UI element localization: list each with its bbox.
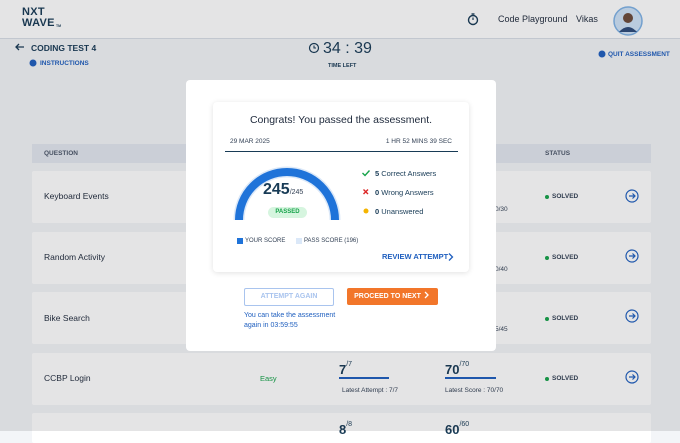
test-cases: 8/8: [339, 421, 352, 439]
test-title: CODING TEST 4: [31, 43, 97, 53]
test-total: /8: [346, 421, 353, 428]
logo-mark: TM: [56, 24, 62, 28]
score-cell: 70/70: [445, 361, 469, 379]
summary-item: 0 Wrong Answers: [375, 188, 434, 197]
quit-button[interactable]: QUIT ASSESSMENT: [608, 51, 670, 58]
row-arrows: [625, 189, 639, 384]
status: SOLVED: [552, 193, 579, 200]
score-gauge: [233, 166, 341, 221]
difficulty: Easy: [260, 374, 277, 383]
back-arrow[interactable]: [14, 42, 26, 52]
timer: 34 : 39: [323, 40, 372, 57]
label: Wrong Answers: [381, 188, 434, 197]
status: SOLVED: [552, 315, 579, 322]
question-name: Bike Search: [44, 313, 90, 323]
score-fragment: 5/45: [495, 326, 508, 333]
summary-item: 5 Correct Answers: [375, 169, 436, 178]
logo[interactable]: NXT: [22, 6, 45, 18]
logo[interactable]: WAVE: [22, 17, 55, 29]
retake-note: again in 03:59:55: [244, 322, 298, 329]
status-dot: [545, 256, 549, 260]
stopwatch-icon: [467, 13, 479, 26]
avatar[interactable]: [612, 5, 644, 37]
progress-bar: [445, 377, 496, 379]
instructions-link[interactable]: INSTRUCTIONS: [40, 60, 89, 67]
user-name[interactable]: Vikas: [576, 14, 598, 24]
question-name: Random Activity: [44, 252, 105, 262]
status-dot: [545, 377, 549, 381]
legend-swatch: [296, 238, 302, 244]
status-dot: [545, 195, 549, 199]
chevron: [448, 253, 454, 261]
info-icon: [29, 59, 37, 67]
result-badge: PASSED: [268, 207, 307, 218]
attempt-note: Latest Attempt : 7/7: [342, 387, 399, 394]
legend-label: PASS SCORE (196): [304, 238, 359, 244]
count: 0: [375, 188, 380, 197]
score-total: /245: [289, 189, 304, 196]
test-count: 7: [339, 362, 347, 377]
nav-link[interactable]: Code Playground: [498, 14, 568, 24]
question-name: CCBP Login: [44, 373, 91, 383]
header: [0, 0, 680, 39]
progress-bar: [339, 377, 389, 379]
label: Correct Answers: [381, 169, 437, 178]
date: 29 MAR 2025: [230, 138, 270, 145]
score-total: /60: [459, 421, 470, 428]
test-cases: 7/7: [339, 361, 352, 379]
quit-icon: [598, 50, 606, 58]
column-header: STATUS: [545, 150, 571, 157]
summary-icons: [362, 170, 371, 214]
modal-title: Congrats! You passed the assessment.: [249, 114, 433, 126]
retake-note: You can take the assessment: [244, 312, 336, 319]
summary-item: 0 Unanswered: [375, 207, 423, 216]
count: 5: [375, 169, 380, 178]
label: Unanswered: [381, 207, 424, 216]
test-count: 8: [339, 422, 347, 437]
status: SOLVED: [552, 254, 579, 261]
timer-label: TIME LEFT: [328, 63, 357, 69]
score-note: Latest Score : 70/70: [445, 387, 504, 394]
proceed-button[interactable]: PROCEED TO NEXT: [347, 288, 438, 305]
button-label: PROCEED TO NEXT: [354, 293, 421, 300]
score-fragment: 0/40: [495, 266, 508, 273]
attempt-again-button[interactable]: ATTEMPT AGAIN: [244, 288, 334, 306]
score-fragment: 0/30: [495, 206, 508, 213]
duration: 1 HR 52 MINS 39 SEC: [385, 138, 452, 145]
column-header: QUESTION: [44, 150, 78, 157]
clock-icon: [308, 42, 320, 54]
legend-label: YOUR SCORE: [245, 238, 286, 244]
chevron: [424, 291, 429, 299]
score: 245: [263, 181, 290, 198]
score-display: 245/245: [263, 181, 303, 199]
count: 0: [375, 207, 380, 216]
divider: [225, 151, 458, 152]
status: SOLVED: [552, 375, 579, 382]
score: 70: [445, 362, 460, 377]
question-name: Keyboard Events: [44, 191, 109, 201]
review-link[interactable]: REVIEW ATTEMPT: [382, 252, 449, 261]
test-total: /7: [346, 361, 353, 368]
status-dot: [545, 317, 549, 321]
score-total: /70: [459, 361, 470, 368]
legend-swatch: [237, 238, 243, 244]
